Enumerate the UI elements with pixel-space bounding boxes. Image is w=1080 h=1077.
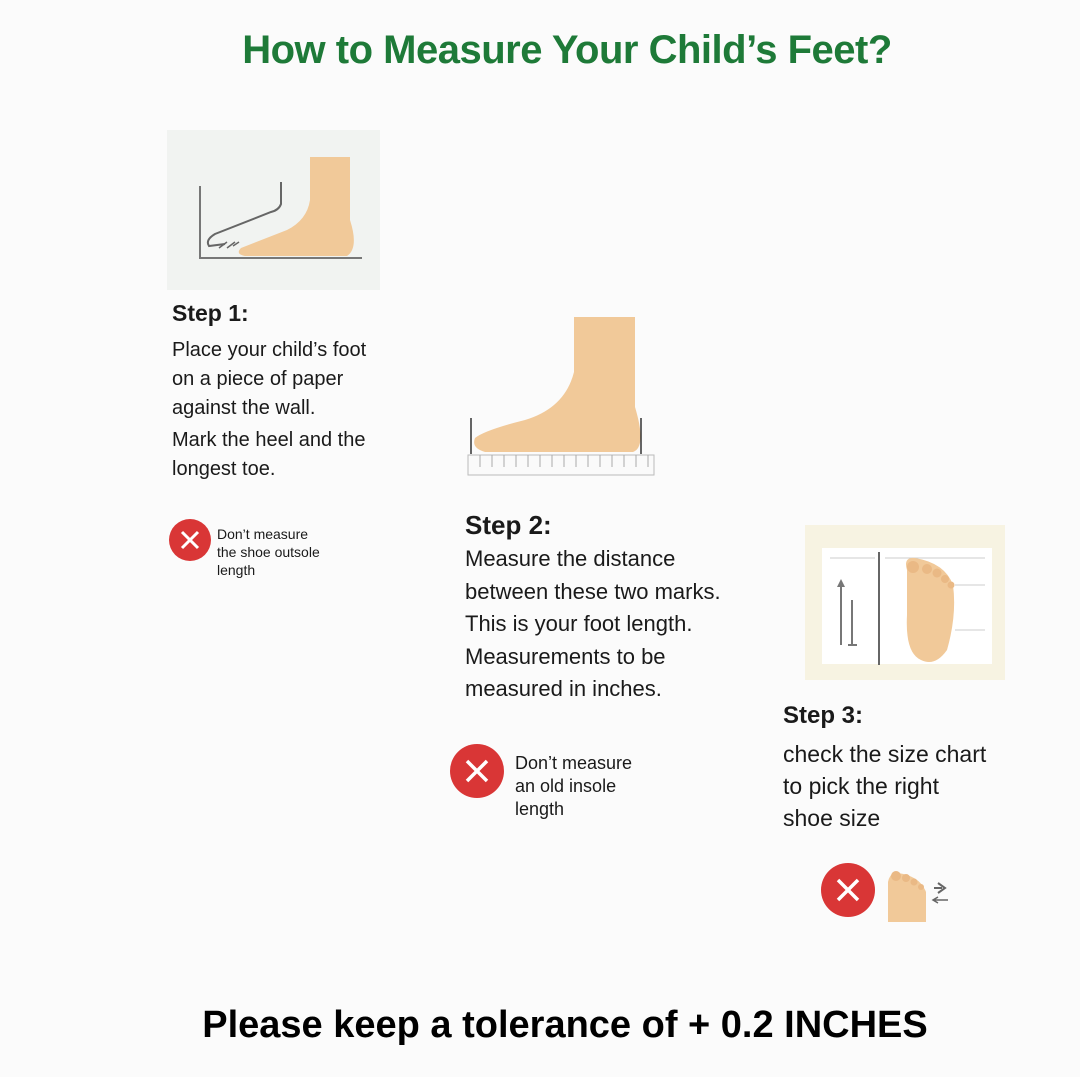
x-circle-icon [169,519,211,561]
step2-line: Measurements to be [465,643,666,669]
step1-warning: Don’t measure the shoe outsole length [217,525,320,579]
warning-line: the shoe outsole [217,544,320,560]
step2-text: Measure the distance between these two m… [465,543,721,706]
warning-line: an old insole [515,776,617,796]
foot-on-ruler-icon [467,317,655,476]
x-circle-icon [821,863,875,917]
warning-line: Don’t measure [515,753,633,773]
step2-line: This is your foot length. [465,611,693,636]
step1-line: on a piece of paper [172,368,344,390]
step1-heading: Step 1: [172,300,249,326]
step3-line: check the size chart [783,741,987,767]
step1-line: Mark the heel and the [172,429,366,451]
warning-line: Don’t measure [217,526,309,542]
foot-against-wall-icon [199,157,362,259]
step1-illustration [167,130,380,290]
warning-line: length [217,562,256,578]
step3-heading: Step 3: [783,702,864,729]
foot-width-icon [888,871,948,922]
step1-line: Place your child’s foot [172,339,367,361]
step3-line: to pick the right [783,773,939,799]
step3-text: check the size chart to pick the right s… [783,738,986,834]
step3-line: shoe size [783,805,881,831]
step1-line: against the wall. [172,397,316,419]
step2-line: measured in inches. [465,676,662,701]
step2-heading: Step 2: [465,510,552,540]
step2-line: Measure the distance [465,546,676,571]
step3-illustration [805,525,1005,680]
size-chart-foot-icon [822,548,992,665]
step1-text: Place your child’s foot on a piece of pa… [172,336,366,484]
step2-line: between these two marks. [465,578,721,604]
warning-line: length [515,799,565,819]
step2-warning: Don’t measure an old insole length [515,752,632,821]
step1-line: longest toe. [172,458,276,480]
tolerance-note: Please keep a tolerance of + 0.2 INCHES [202,1004,928,1046]
page-title: How to Measure Your Child’s Feet? [242,28,892,72]
x-circle-icon [450,744,504,798]
